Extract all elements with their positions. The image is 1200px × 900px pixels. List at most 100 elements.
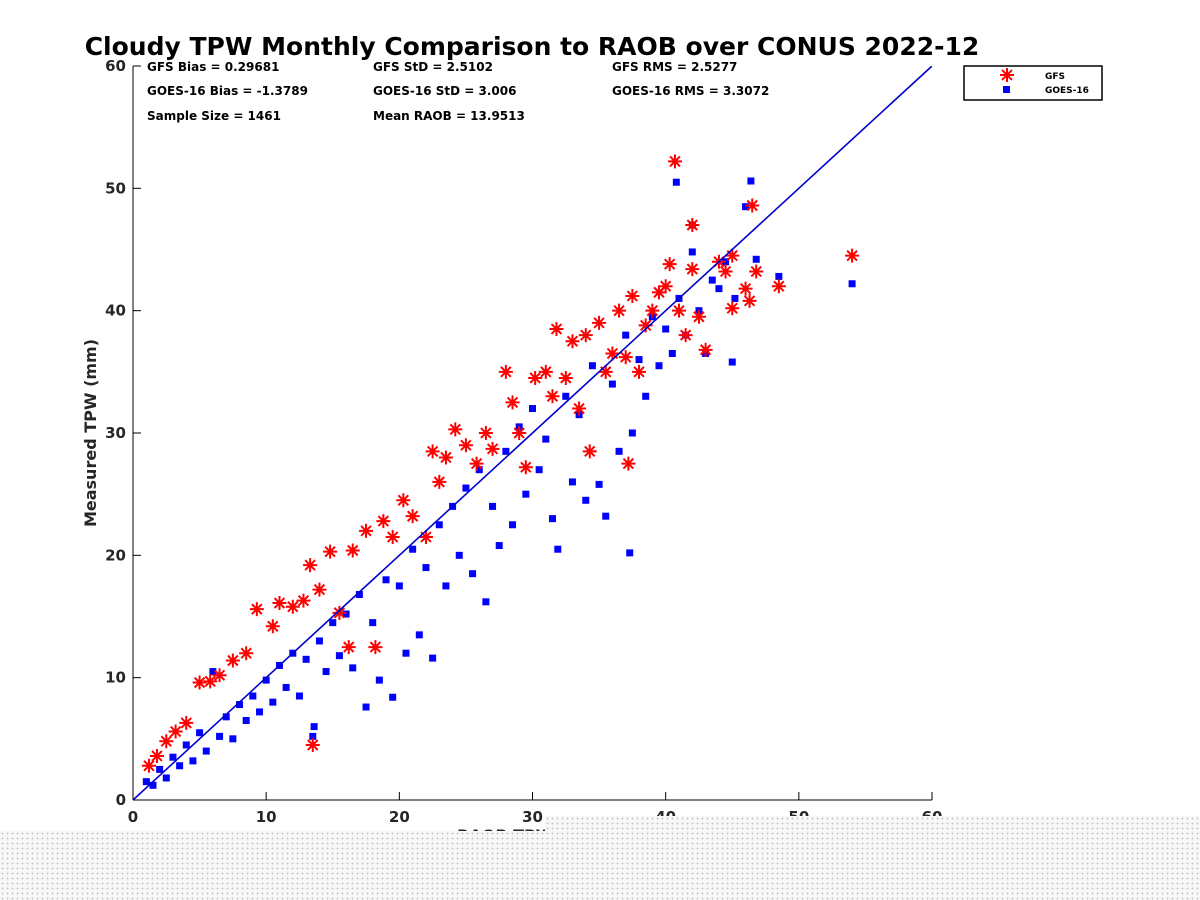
gfs-point bbox=[512, 426, 527, 440]
goes-16-point bbox=[222, 713, 230, 721]
gfs-point bbox=[385, 529, 400, 544]
goes-16-point bbox=[642, 392, 650, 400]
goes-16-point bbox=[529, 405, 536, 413]
gfs-point bbox=[638, 318, 653, 333]
gfs-point bbox=[578, 328, 593, 343]
goes-16-point bbox=[775, 272, 783, 280]
gfs-point bbox=[605, 346, 620, 361]
gfs-point bbox=[558, 370, 573, 385]
goes-16-point bbox=[715, 285, 723, 293]
goes-16-point bbox=[568, 478, 576, 486]
goes-16-point bbox=[302, 655, 310, 663]
gfs-point bbox=[345, 543, 360, 558]
gfs-point bbox=[192, 675, 207, 690]
goes-16-point bbox=[382, 576, 390, 584]
goes-16-point bbox=[262, 676, 270, 684]
chart-title: Cloudy TPW Monthly Comparison to RAOB ov… bbox=[85, 32, 980, 61]
goes-16-point bbox=[628, 429, 636, 437]
legend-box bbox=[963, 65, 1103, 101]
gfs-point bbox=[742, 293, 757, 308]
goes-16-point bbox=[522, 490, 530, 498]
goes-16-point bbox=[588, 362, 596, 370]
stats-block: GFS Bias = 0.29681 GOES-16 Bias = -1.378… bbox=[147, 60, 769, 123]
goes-16-point bbox=[182, 741, 190, 749]
gfs-point bbox=[141, 758, 156, 773]
goes-16-point bbox=[229, 735, 237, 743]
goes-16-point bbox=[455, 551, 463, 559]
goes-bias-stat: GOES-16 Bias = -1.3789 bbox=[147, 84, 308, 98]
goes-16-point bbox=[602, 512, 610, 520]
gfs-point bbox=[545, 389, 560, 404]
x-tick-label: 20 bbox=[389, 808, 410, 826]
goes-16-point bbox=[249, 692, 257, 700]
gfs-point bbox=[685, 262, 700, 277]
gfs-point bbox=[285, 599, 300, 614]
gfs-point bbox=[438, 450, 453, 465]
goes-16-point bbox=[554, 545, 562, 553]
gfs-point bbox=[469, 456, 484, 471]
x-tick-label: 10 bbox=[256, 808, 277, 826]
goes-16-point bbox=[688, 248, 696, 256]
goes-16-point bbox=[442, 582, 450, 590]
gfs-point bbox=[538, 364, 553, 379]
goes-16-point bbox=[422, 564, 430, 572]
goes-16-point bbox=[415, 631, 423, 639]
goes-16-point bbox=[142, 778, 150, 786]
legend-goes-16-label: GOES-16 bbox=[1045, 86, 1089, 96]
goes-16-point bbox=[395, 582, 403, 590]
goes-16-point bbox=[595, 480, 603, 488]
goes-16-point bbox=[731, 294, 739, 302]
goes-16-point bbox=[672, 178, 680, 186]
goes-16-point bbox=[848, 280, 856, 288]
gfs-point bbox=[448, 422, 463, 437]
goes-16-point bbox=[535, 466, 543, 474]
gfs-point bbox=[691, 309, 706, 324]
gfs-point bbox=[296, 593, 311, 608]
gfs-point bbox=[359, 523, 374, 538]
goes-16-point bbox=[149, 781, 157, 789]
gfs-point bbox=[458, 438, 473, 453]
gfs-point bbox=[405, 509, 420, 524]
gfs-point bbox=[652, 285, 667, 300]
gfs-point bbox=[658, 279, 673, 294]
gfs-point bbox=[632, 364, 647, 379]
gfs-point bbox=[845, 248, 860, 263]
y-axis-label: Measured TPW (mm) bbox=[81, 339, 100, 527]
gfs-point bbox=[565, 334, 580, 349]
y-tick-label: 50 bbox=[105, 179, 126, 197]
goes-16-point bbox=[169, 753, 177, 761]
goes-16-point bbox=[309, 732, 317, 740]
goes-16-point bbox=[156, 765, 164, 773]
y-tick-label: 40 bbox=[105, 302, 126, 320]
goes-16-point bbox=[548, 515, 556, 523]
goes-16-point bbox=[482, 598, 490, 606]
gfs-point bbox=[418, 529, 433, 544]
gfs-point bbox=[303, 558, 318, 573]
y-tick-label: 30 bbox=[105, 424, 126, 442]
gfs-point bbox=[478, 426, 493, 440]
legend-gfs-marker bbox=[1000, 68, 1014, 82]
goes-16-point bbox=[329, 619, 337, 627]
gfs-point bbox=[598, 364, 613, 379]
goes-16-point bbox=[295, 692, 303, 700]
gfs-point bbox=[432, 474, 447, 489]
goes-16-point bbox=[542, 435, 550, 443]
gfs-point bbox=[671, 303, 686, 318]
gfs-point bbox=[168, 724, 183, 739]
y-tick-group: 0 10 20 30 40 50 60 bbox=[105, 57, 141, 809]
gfs-point bbox=[159, 734, 174, 749]
y-tick-label: 60 bbox=[105, 57, 126, 75]
goes-16-point bbox=[615, 447, 623, 455]
goes-16-point bbox=[349, 664, 357, 672]
gfs-point bbox=[332, 605, 347, 620]
legend: GFS GOES-16 bbox=[963, 65, 1103, 101]
gfs-point bbox=[528, 370, 543, 385]
gfs-point bbox=[625, 288, 640, 303]
gfs-point bbox=[518, 460, 533, 475]
goes-16-point bbox=[310, 723, 318, 731]
goes-16-point bbox=[369, 619, 377, 627]
mean-raob-stat: Mean RAOB = 13.9513 bbox=[373, 109, 525, 123]
goes-16-point bbox=[342, 610, 350, 618]
gfs-std-stat: GFS StD = 2.5102 bbox=[373, 60, 493, 74]
